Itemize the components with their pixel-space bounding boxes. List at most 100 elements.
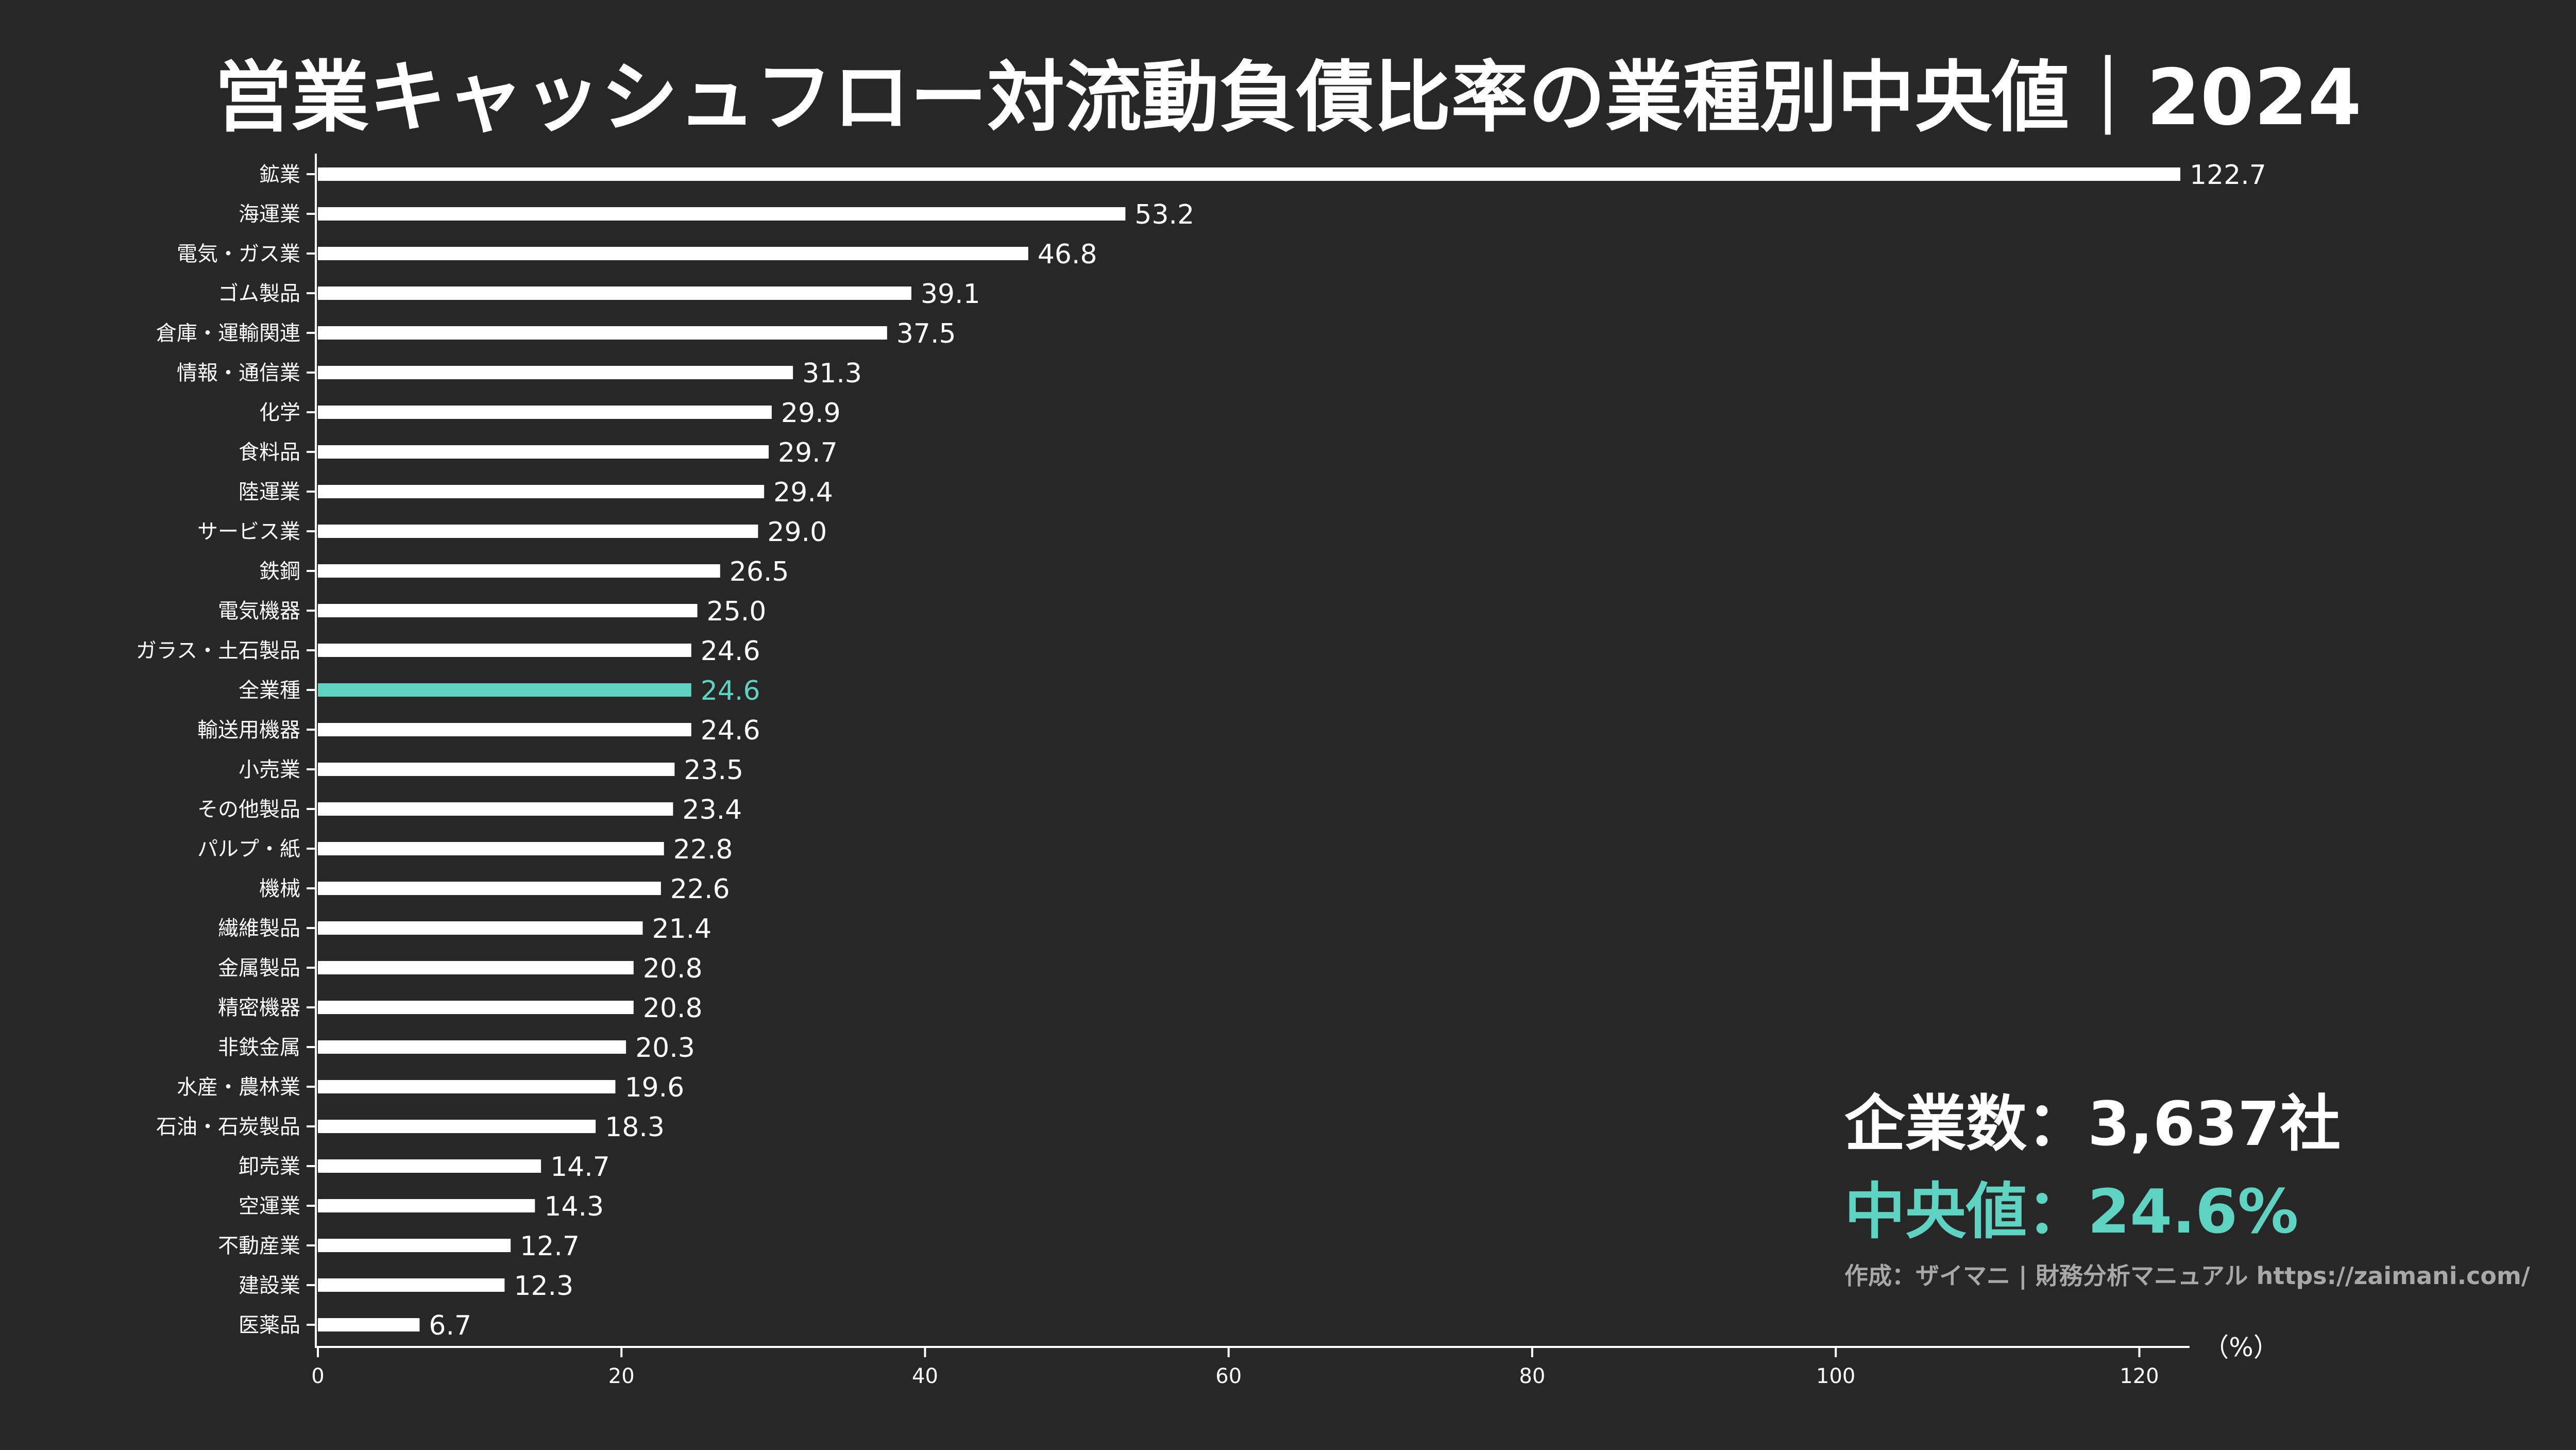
- bar: [318, 326, 887, 340]
- category-label: 繊維製品: [218, 917, 300, 940]
- bar: [318, 247, 1028, 260]
- value-label: 23.4: [682, 795, 742, 825]
- value-label: 24.6: [701, 636, 760, 667]
- bar: [318, 604, 698, 617]
- category-label: 化学: [259, 401, 300, 425]
- value-label: 25.0: [707, 596, 767, 627]
- bar: [318, 525, 758, 538]
- x-tick-label: 20: [608, 1364, 635, 1388]
- bar: [318, 921, 643, 935]
- bar: [318, 1120, 596, 1133]
- value-label: 37.5: [896, 318, 956, 349]
- bar: [318, 1159, 541, 1173]
- x-tick-label: 80: [1519, 1364, 1546, 1388]
- category-label: 全業種: [239, 679, 300, 702]
- category-label: 石油・石炭製品: [156, 1115, 300, 1139]
- category-label: ガラス・土石製品: [136, 639, 300, 663]
- bar: [318, 763, 675, 776]
- value-label: 23.5: [684, 755, 743, 786]
- category-label: 医薬品: [239, 1313, 300, 1337]
- bar: [318, 445, 769, 459]
- value-label: 20.8: [643, 953, 703, 984]
- category-label: 建設業: [239, 1274, 300, 1297]
- category-label: サービス業: [197, 520, 300, 544]
- category-label: 不動産業: [218, 1234, 300, 1258]
- value-label: 18.3: [605, 1112, 665, 1143]
- value-label: 22.8: [673, 834, 733, 865]
- bar: [318, 167, 2180, 181]
- chart-title: 営業キャッシュフロー対流動負債比率の業種別中央値｜2024: [214, 53, 2362, 143]
- bar: [318, 1239, 511, 1252]
- bar: [318, 207, 1126, 221]
- unit-label: （%）: [2203, 1333, 2279, 1362]
- value-label: 14.7: [550, 1152, 610, 1183]
- bar: [318, 842, 664, 855]
- category-label: 食料品: [239, 441, 300, 464]
- bar: [318, 1080, 616, 1093]
- category-label: 空運業: [239, 1194, 300, 1218]
- category-label: 金属製品: [218, 956, 300, 980]
- category-label: 非鉄金属: [218, 1036, 300, 1059]
- category-label: 電気・ガス業: [177, 242, 300, 266]
- category-label: 機械: [259, 877, 300, 901]
- value-label: 12.7: [520, 1231, 580, 1262]
- value-label: 19.6: [624, 1072, 684, 1103]
- bar: [318, 961, 634, 974]
- value-label: 14.3: [544, 1191, 604, 1222]
- bar: [318, 485, 765, 498]
- value-label: 21.4: [652, 914, 711, 945]
- bar: [318, 1278, 505, 1292]
- bar: [318, 406, 772, 419]
- value-label: 122.7: [2190, 160, 2266, 191]
- value-label: 29.0: [767, 517, 827, 548]
- bar: [318, 644, 691, 657]
- credit-text: 作成：ザイマニ | 財務分析マニュアル https://zaimani.com/: [1844, 1262, 2530, 1290]
- value-label: 26.5: [730, 557, 789, 587]
- bar: [318, 683, 691, 697]
- bar: [318, 1199, 535, 1212]
- company-count-label: 企業数：3,637社: [1844, 1088, 2341, 1159]
- x-tick-label: 0: [311, 1364, 324, 1388]
- x-tick-label: 40: [912, 1364, 938, 1388]
- category-label: 小売業: [239, 758, 300, 782]
- bar: [318, 366, 793, 379]
- category-label: その他製品: [197, 798, 300, 821]
- category-label: 電気機器: [218, 599, 300, 623]
- value-label: 46.8: [1038, 239, 1097, 270]
- value-label: 29.7: [778, 437, 838, 468]
- category-label: 倉庫・運輸関連: [156, 322, 300, 345]
- bar: [318, 286, 911, 300]
- value-label: 12.3: [514, 1271, 573, 1302]
- category-label: 海運業: [239, 203, 300, 226]
- value-label: 22.6: [670, 874, 730, 905]
- value-label: 53.2: [1134, 199, 1194, 230]
- category-label: ゴム製品: [218, 282, 300, 306]
- bar: [318, 802, 673, 816]
- category-label: パルプ・紙: [197, 837, 300, 861]
- value-label: 31.3: [802, 358, 862, 389]
- category-label: 鉱業: [259, 163, 300, 187]
- value-label: 6.7: [429, 1310, 471, 1341]
- x-tick-label: 60: [1215, 1364, 1242, 1388]
- value-label: 24.6: [701, 715, 760, 746]
- median-label: 中央値：24.6%: [1844, 1176, 2299, 1247]
- value-label: 39.1: [921, 279, 980, 310]
- bar: [318, 723, 691, 736]
- category-label: 卸売業: [239, 1155, 300, 1178]
- x-tick-label: 120: [2120, 1364, 2159, 1388]
- category-label: 精密機器: [218, 996, 300, 1020]
- x-tick-label: 100: [1816, 1364, 1855, 1388]
- bar: [318, 882, 661, 895]
- bar: [318, 1001, 634, 1014]
- category-label: 陸運業: [239, 480, 300, 504]
- bar: [318, 564, 720, 578]
- category-label: 鉄鋼: [259, 560, 300, 583]
- value-label: 20.3: [635, 1033, 695, 1064]
- value-label: 24.6: [701, 676, 760, 706]
- value-label: 20.8: [643, 993, 703, 1024]
- bar: [318, 1040, 626, 1054]
- value-label: 29.4: [773, 477, 833, 508]
- bar: [318, 1318, 420, 1331]
